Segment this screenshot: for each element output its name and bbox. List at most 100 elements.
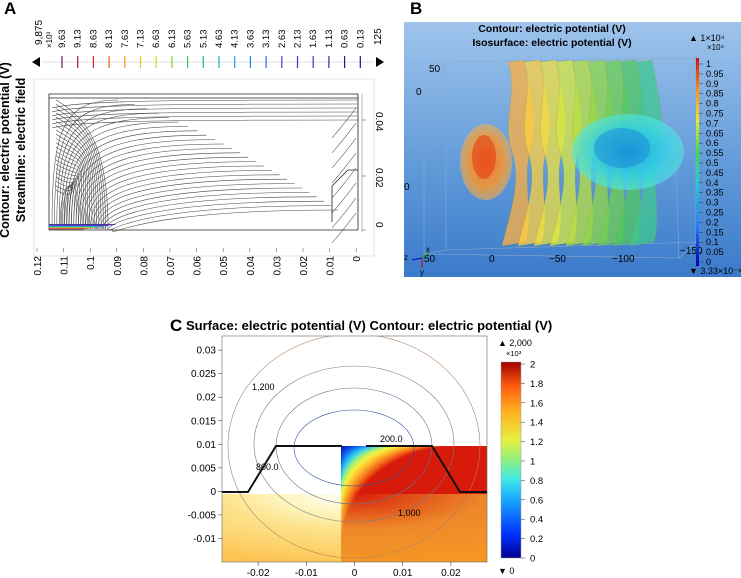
streamline <box>55 142 86 230</box>
streamline <box>55 172 76 230</box>
streamline <box>87 165 265 230</box>
legend-value: 2.13 <box>293 30 304 49</box>
x-tick-label: 0.01 <box>326 256 337 276</box>
domain-outline <box>48 93 359 231</box>
b-colorbar-tick-label: 0 <box>706 257 711 267</box>
legend-value: 8.13 <box>104 29 115 48</box>
b-colorbar-tick-label: 0.4 <box>706 178 719 188</box>
legend-value: 4.13 <box>230 29 241 48</box>
panel-a-legend: 9,875 ×10³ 9.63 9.13 8.63 8.13 7.63 7.13 6.63 6… <box>32 20 384 68</box>
b-axis-label-3: 0 <box>404 182 410 193</box>
b-axis-label-7: −100 <box>612 254 635 265</box>
c-colorbar-tick-label: 1.6 <box>530 398 543 409</box>
legend-value: 6.13 <box>167 30 178 49</box>
c-y-tick-label: 0.01 <box>197 440 217 451</box>
triad-z-glyph: z <box>404 253 408 262</box>
x-tick-label: 0 <box>352 256 363 262</box>
b-colorbar-top-label: ▲ 1×10⁴ <box>689 33 725 43</box>
b-axis-label-2: 0 <box>416 87 422 98</box>
c-y-tick-label: 0.015 <box>191 416 216 427</box>
c-colorbar-top-label: ▲ 2,000 <box>498 338 532 348</box>
legend-value: 3.63 <box>245 30 256 49</box>
streamline <box>331 197 357 229</box>
legend-bottom-label: 125 <box>373 28 384 45</box>
electrode-right <box>366 445 487 493</box>
legend-left-arrow <box>32 57 40 67</box>
panel-a-plot: 9,875 ×10³ 9.63 9.13 8.63 8.13 7.63 7.13 6.63 6… <box>32 20 384 275</box>
streamline <box>331 152 357 184</box>
streamline <box>55 168 77 230</box>
legend-value: 0.63 <box>340 30 351 49</box>
legend-top-label: 9,875 <box>34 20 45 45</box>
streamline <box>51 111 359 121</box>
c-y-tick-label: 0.02 <box>197 393 217 404</box>
streamline <box>51 103 359 113</box>
panel-b-title-line-2: Isosurface: electric potential (V) <box>472 37 631 49</box>
legend-value: 6.63 <box>151 30 162 49</box>
c-colorbar-tick-label: 0.2 <box>530 534 543 545</box>
x-tick-label: 0.02 <box>299 256 310 276</box>
panel-c-label: C <box>170 316 183 335</box>
panel-c-x-ticks: -0.02 -0.01 0 0.01 0.02 <box>247 562 461 578</box>
panel-a-label: A <box>4 0 17 18</box>
y-tick-label: 0 <box>373 222 384 228</box>
contour-label-800: 800.0 <box>256 462 279 472</box>
c-y-tick-label: 0.005 <box>191 463 216 474</box>
x-tick-label: 0.06 <box>193 256 204 276</box>
legend-exponent: ×10³ <box>45 31 54 48</box>
b-axis-label-1: 50 <box>429 64 441 75</box>
streamline <box>111 209 339 232</box>
x-tick-label: 0.1 <box>86 256 97 270</box>
streamline <box>51 115 359 125</box>
c-colorbar <box>500 361 522 559</box>
b-colorbar-tick-label: 0.2 <box>706 217 719 227</box>
panel-a-x-ticks: 0.12 0.11 0.1 0.09 0.08 0.07 0.06 0.05 0.04 0.03 0… <box>33 248 363 275</box>
b-colorbar-exponent: ×10⁴ <box>707 43 725 52</box>
contour-label-1200: 1,200 <box>252 382 275 392</box>
streamline <box>85 161 257 230</box>
c-colorbar-tick-label: 1.2 <box>530 437 543 448</box>
streamline <box>51 99 119 230</box>
contour-1200 <box>227 336 481 559</box>
legend-value: 7.63 <box>120 30 131 49</box>
streamline <box>58 112 159 230</box>
b-axis-label-5: 0 <box>489 254 495 265</box>
legend-value: 7.13 <box>136 30 147 49</box>
legend-value: 4.63 <box>214 30 225 49</box>
streamline <box>55 121 97 230</box>
triad-y-glyph: y <box>420 268 424 277</box>
streamline <box>54 104 135 230</box>
b-axis-label-6: −50 <box>549 254 566 265</box>
streamline <box>51 119 359 129</box>
x-tick-label: 0.09 <box>113 256 124 276</box>
c-y-tick-label: 0.03 <box>197 346 217 357</box>
streamline <box>61 117 169 230</box>
legend-value: 9.63 <box>57 30 68 49</box>
legend-value: 8.63 <box>88 30 99 49</box>
legend-entries: 9.63 9.13 8.63 8.13 7.63 7.13 6.63 6.13 5.63 5.13… <box>57 29 366 68</box>
legend-value: 5.13 <box>198 30 209 49</box>
x-tick-label: 0.11 <box>60 256 71 275</box>
c-y-tick-label: -0.01 <box>193 534 216 545</box>
streamline <box>82 156 249 230</box>
streamline <box>55 112 102 230</box>
x-tick-label: 0.05 <box>219 256 230 276</box>
streamline <box>56 108 148 230</box>
streamline <box>55 116 100 230</box>
streamline <box>55 146 84 230</box>
b-colorbar-tick-label: 0.95 <box>706 69 724 79</box>
panel-b-title-line-1: Contour: electric potential (V) <box>478 23 626 35</box>
streamline <box>331 107 357 139</box>
b-colorbar-tick-label: 0.05 <box>706 247 724 257</box>
legend-value: 2.63 <box>277 30 288 49</box>
legend-value: 0.13 <box>355 30 366 49</box>
c-colorbar-exponent: ×10³ <box>506 349 522 358</box>
legend-value: 1.13 <box>324 30 335 49</box>
streamline <box>55 108 104 230</box>
contour-1000 <box>253 365 455 523</box>
streamline <box>99 187 303 230</box>
b-axis-label-4: 50 <box>424 254 436 265</box>
b-colorbar-ticks: 10.950.90.850.80.750.70.650.60.550.50.45… <box>699 59 724 267</box>
legend-value: 9.13 <box>73 30 84 49</box>
legend-right-arrow <box>376 57 384 67</box>
